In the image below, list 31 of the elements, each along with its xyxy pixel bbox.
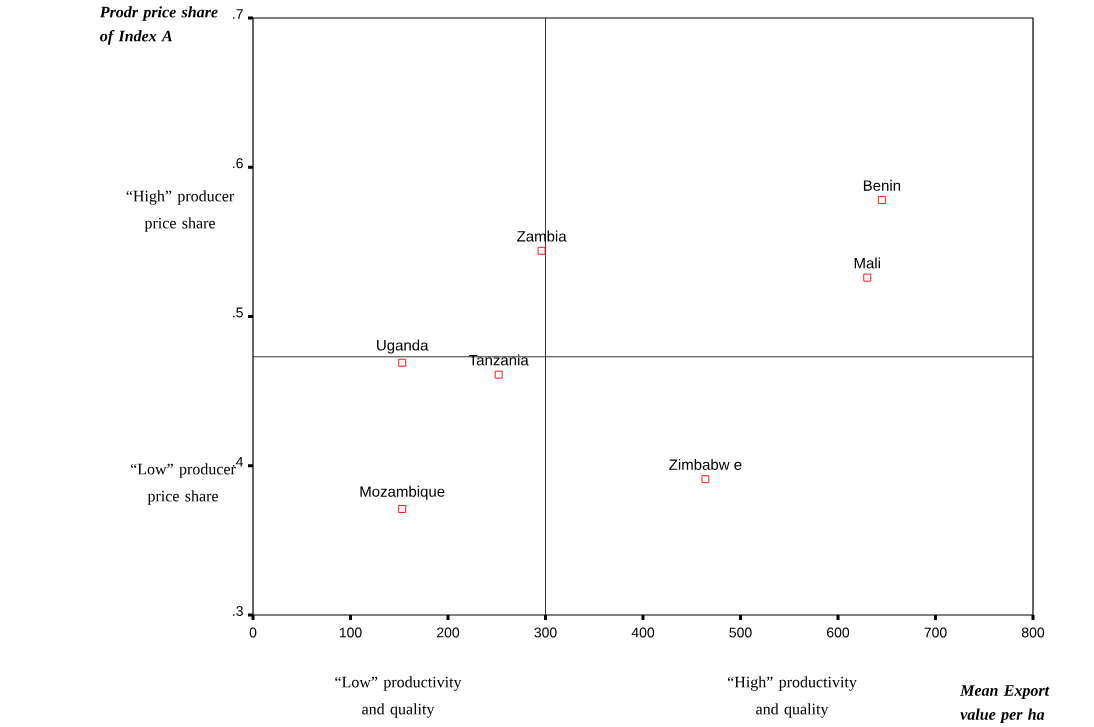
point	[398, 358, 407, 367]
point	[398, 505, 407, 513]
point	[877, 196, 886, 205]
annotation: Uganda	[377, 339, 429, 354]
y-tick-label: .6	[233, 158, 243, 169]
y-tick-label: .3	[233, 606, 243, 616]
x-tick-label: 0	[249, 627, 257, 638]
y-axis-title: Prodr price share of Index A	[99, 6, 218, 45]
x-tick-label: 700	[924, 627, 947, 638]
point	[494, 370, 503, 379]
annotation: Tanzania	[469, 354, 529, 366]
x-tick-label: 100	[339, 627, 362, 638]
x-tick-label: 500	[729, 627, 752, 638]
annotation: Benin	[863, 179, 901, 191]
annotation: Mali	[854, 257, 880, 269]
x-tick-label: 800	[1021, 627, 1045, 638]
x-tick-label: 200	[437, 627, 460, 638]
point	[863, 273, 872, 282]
text: “High” producer price share	[126, 190, 235, 232]
text: “High” productivity and quality	[727, 676, 857, 718]
text: “Low” productivity and quality	[335, 676, 462, 718]
x-axis-title: Mean Export value per ha	[960, 685, 1050, 724]
x-tick-label: 300	[534, 627, 557, 638]
x-tick-label: 400	[631, 627, 655, 638]
annotation: Zimbabw e	[669, 458, 742, 470]
annotation: Mozambique	[360, 485, 445, 500]
x-tick-label: 600	[827, 627, 850, 638]
point	[701, 475, 710, 484]
y-tick-label: .5	[233, 307, 243, 318]
y-tick-label: .7	[233, 9, 243, 19]
point	[537, 246, 546, 255]
